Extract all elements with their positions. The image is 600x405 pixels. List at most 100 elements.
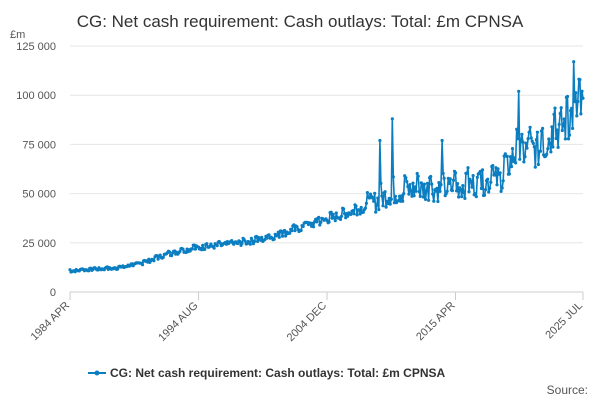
data-point <box>553 106 557 110</box>
data-point <box>293 229 297 233</box>
y-tick-label: 25 000 <box>22 238 56 250</box>
data-point <box>486 177 490 181</box>
data-point <box>440 138 444 143</box>
data-point <box>547 137 551 141</box>
data-point <box>578 78 582 82</box>
data-point <box>167 250 172 254</box>
data-point <box>240 241 244 245</box>
data-point <box>465 171 469 175</box>
data-point <box>518 157 522 161</box>
data-point <box>566 137 571 141</box>
data-point <box>318 223 322 227</box>
data-point <box>375 203 379 207</box>
data-point <box>265 236 269 240</box>
data-point <box>571 126 575 130</box>
data-point <box>252 239 257 243</box>
data-point <box>418 194 422 198</box>
data-point <box>550 125 554 129</box>
data-point <box>423 197 428 201</box>
data-point <box>215 244 219 248</box>
data-point <box>288 231 292 235</box>
data-point <box>152 259 156 263</box>
data-point <box>488 186 492 190</box>
data-point <box>523 155 527 159</box>
data-point <box>436 199 440 204</box>
data-point <box>528 125 532 129</box>
data-point <box>181 247 185 251</box>
data-point <box>572 60 576 64</box>
data-point <box>389 197 393 201</box>
data-point <box>190 247 194 251</box>
data-point <box>158 253 162 257</box>
data-point <box>519 138 523 142</box>
data-point <box>379 181 383 185</box>
data-point <box>521 140 525 144</box>
data-point <box>527 130 531 134</box>
data-point <box>461 184 465 188</box>
series-layer <box>68 60 585 274</box>
data-point <box>361 210 365 214</box>
data-point <box>480 168 485 172</box>
data-point <box>576 99 580 104</box>
data-point <box>364 201 368 205</box>
data-point <box>575 114 579 118</box>
data-point <box>243 239 247 243</box>
data-point <box>517 89 521 93</box>
data-point <box>249 236 253 240</box>
data-point <box>339 214 344 218</box>
data-point <box>460 195 464 199</box>
data-point <box>463 196 467 200</box>
data-point <box>531 141 535 145</box>
data-point <box>459 187 463 191</box>
data-point <box>161 255 165 259</box>
x-tick-label: 1984 APR <box>29 300 73 344</box>
data-point <box>503 152 507 156</box>
data-point <box>332 216 336 220</box>
data-point <box>346 214 350 218</box>
data-point <box>552 112 556 116</box>
data-point <box>475 175 479 179</box>
data-point <box>414 189 418 193</box>
data-point <box>402 192 406 196</box>
legend[interactable]: CG: Net cash requirement: Cash outlays: … <box>88 366 446 380</box>
data-point <box>388 202 392 206</box>
data-point <box>384 205 388 209</box>
data-point <box>409 189 413 193</box>
data-point <box>417 190 421 194</box>
data-point <box>482 193 487 197</box>
data-point <box>334 211 338 215</box>
data-point <box>580 89 584 93</box>
data-point <box>522 160 526 164</box>
data-point <box>368 192 373 196</box>
data-point <box>425 181 430 185</box>
data-point <box>470 185 474 189</box>
data-point <box>457 195 461 199</box>
data-point <box>349 212 353 216</box>
data-point <box>404 176 408 180</box>
data-point <box>319 220 323 224</box>
data-point <box>509 165 514 169</box>
data-point <box>429 174 433 179</box>
data-point <box>448 177 452 181</box>
data-point <box>201 243 205 247</box>
data-point <box>484 188 488 192</box>
data-point <box>467 190 471 194</box>
data-point <box>495 183 499 187</box>
data-point <box>560 128 564 133</box>
data-point <box>365 191 369 195</box>
data-point <box>401 199 405 203</box>
data-point <box>469 179 473 183</box>
data-point <box>411 181 415 185</box>
data-point <box>524 141 528 145</box>
data-point <box>385 199 389 203</box>
data-point <box>393 194 397 198</box>
data-point <box>374 210 378 214</box>
data-point <box>381 204 385 208</box>
data-point <box>456 182 460 186</box>
y-axis-unit-label: £m <box>10 29 25 41</box>
data-point <box>487 190 491 194</box>
data-point <box>236 241 240 246</box>
y-tick-label: 75 000 <box>22 139 56 151</box>
data-point <box>579 112 583 116</box>
